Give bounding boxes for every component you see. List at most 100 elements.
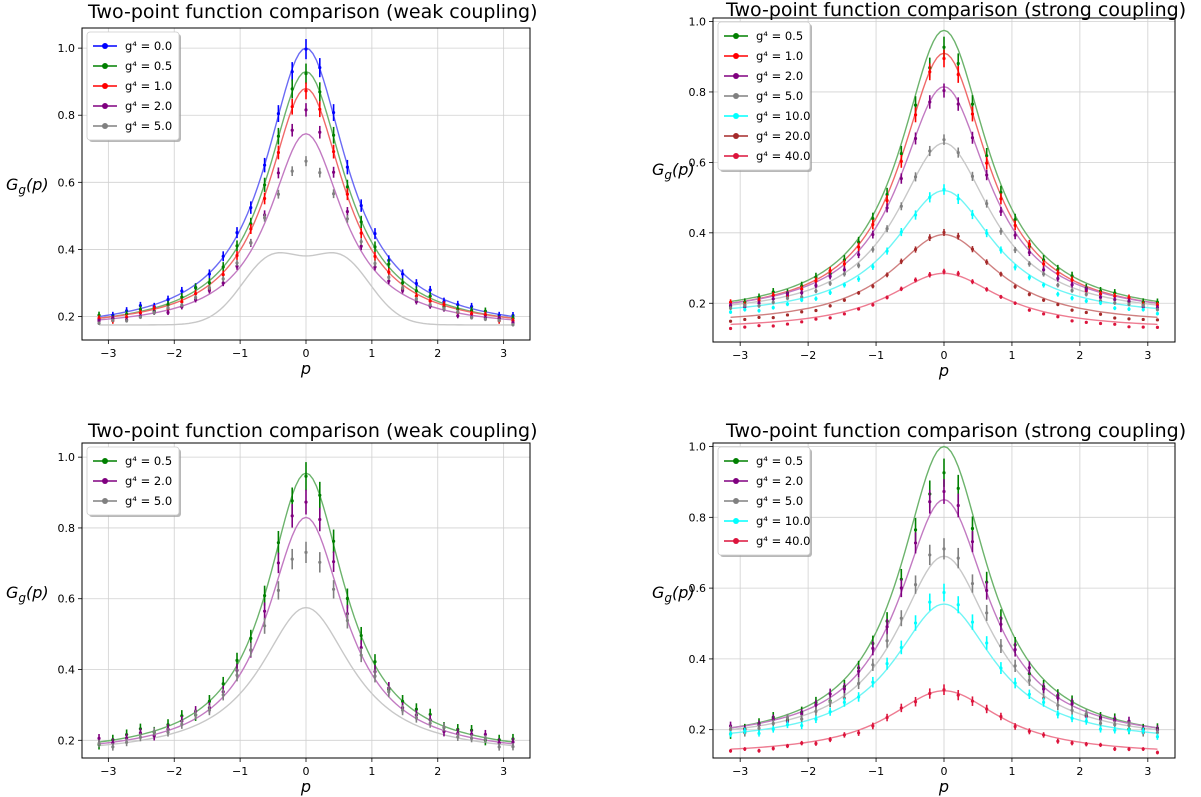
data-point (857, 263, 861, 268)
legend-label: g⁴ = 0.5 (756, 454, 803, 468)
legend-label: g⁴ = 40.0 (756, 149, 810, 163)
data-point (221, 281, 225, 285)
y-tick-label: 1.0 (58, 42, 76, 55)
data-point (1127, 302, 1131, 306)
data-point (166, 310, 170, 315)
data-point (497, 741, 501, 745)
legend-label: g⁴ = 20.0 (756, 129, 810, 143)
y-tick-label: 0.4 (689, 653, 707, 666)
data-point (359, 239, 363, 244)
data-point (1070, 319, 1074, 323)
data-point (1113, 316, 1117, 320)
data-point (373, 261, 377, 266)
data-point (1113, 297, 1117, 302)
data-point (497, 318, 501, 323)
data-point (814, 289, 818, 293)
data-point (359, 204, 363, 208)
x-tick-label: −2 (166, 347, 182, 360)
data-point (221, 693, 225, 697)
legend-marker (102, 478, 108, 484)
data-point (207, 286, 212, 290)
data-point (221, 277, 225, 281)
data-point (166, 730, 170, 734)
data-point (1056, 302, 1060, 307)
data-point (743, 317, 747, 322)
legend: g⁴ = 0.5 g⁴ = 2.0 g⁴ = 5.0 g⁴ = 10.0 g⁴ = 40… (717, 446, 812, 557)
legend-item: g⁴ = 5.0 (93, 119, 172, 133)
series-points (728, 684, 1160, 755)
legend-marker (102, 43, 108, 49)
data-point (456, 310, 460, 314)
data-point (194, 291, 198, 296)
data-point (970, 112, 975, 116)
data-point (857, 681, 861, 686)
legend-marker (733, 33, 739, 39)
data-point (387, 270, 391, 274)
data-point (999, 644, 1003, 648)
data-point (180, 295, 184, 299)
chart-panel-2: −3 −2 −1 0 1 2 3 0.2 0.4 0.6 0.8 1.0 Two-point funct… (652, 0, 1186, 380)
data-point (928, 600, 932, 604)
data-point (1027, 678, 1031, 682)
data-point (828, 304, 832, 308)
data-point (913, 528, 918, 532)
data-point (942, 187, 946, 192)
data-point (1070, 296, 1074, 300)
data-point (999, 209, 1003, 214)
x-tick-label: 0 (303, 765, 310, 778)
data-point (956, 102, 960, 106)
legend-item: g⁴ = 40.0 (724, 149, 810, 163)
legend-label: g⁴ = 40.0 (756, 534, 810, 548)
data-point (842, 272, 846, 276)
y-tick-label: 0.6 (58, 593, 76, 606)
data-point (414, 281, 418, 286)
data-point (970, 540, 975, 544)
data-point (1155, 730, 1160, 735)
data-point (1042, 700, 1046, 705)
legend-item: g⁴ = 5.0 (93, 494, 172, 508)
data-point (276, 561, 281, 565)
data-point (511, 740, 515, 744)
data-point (913, 278, 918, 282)
data-point (857, 731, 861, 735)
x-tick-label: 3 (500, 347, 507, 360)
data-point (885, 625, 889, 629)
data-point (985, 287, 989, 292)
legend-marker (102, 63, 108, 69)
data-point (743, 308, 747, 312)
legend-label: g⁴ = 10.0 (756, 109, 810, 123)
data-point (942, 88, 946, 93)
data-point (800, 712, 804, 716)
data-point (235, 673, 239, 677)
legend-item: g⁴ = 0.5 (724, 454, 803, 468)
legend-marker (733, 93, 739, 99)
data-point (828, 692, 832, 696)
data-point (999, 229, 1003, 233)
legend-item: g⁴ = 0.0 (93, 39, 172, 53)
data-point (985, 707, 989, 711)
data-point (743, 729, 747, 733)
y-axis-label: Gg(p) (6, 583, 49, 605)
data-point (1056, 315, 1060, 319)
data-point (999, 714, 1003, 719)
series-points (728, 83, 1160, 310)
legend-box (86, 446, 180, 516)
data-point (276, 171, 281, 175)
data-point (970, 212, 975, 217)
data-point (970, 581, 975, 586)
data-point (1056, 712, 1060, 716)
data-point (263, 216, 267, 220)
data-point (942, 56, 946, 61)
x-axis-label: p (938, 361, 949, 380)
y-tick-label: 0.8 (58, 109, 76, 122)
data-point (345, 192, 349, 196)
legend-label: g⁴ = 10.0 (756, 514, 810, 528)
data-point (913, 113, 918, 117)
data-point (249, 636, 253, 640)
data-point (1070, 708, 1074, 712)
data-point (1027, 308, 1031, 312)
data-point (1084, 742, 1088, 746)
data-point (235, 231, 239, 235)
data-point (1070, 741, 1074, 745)
